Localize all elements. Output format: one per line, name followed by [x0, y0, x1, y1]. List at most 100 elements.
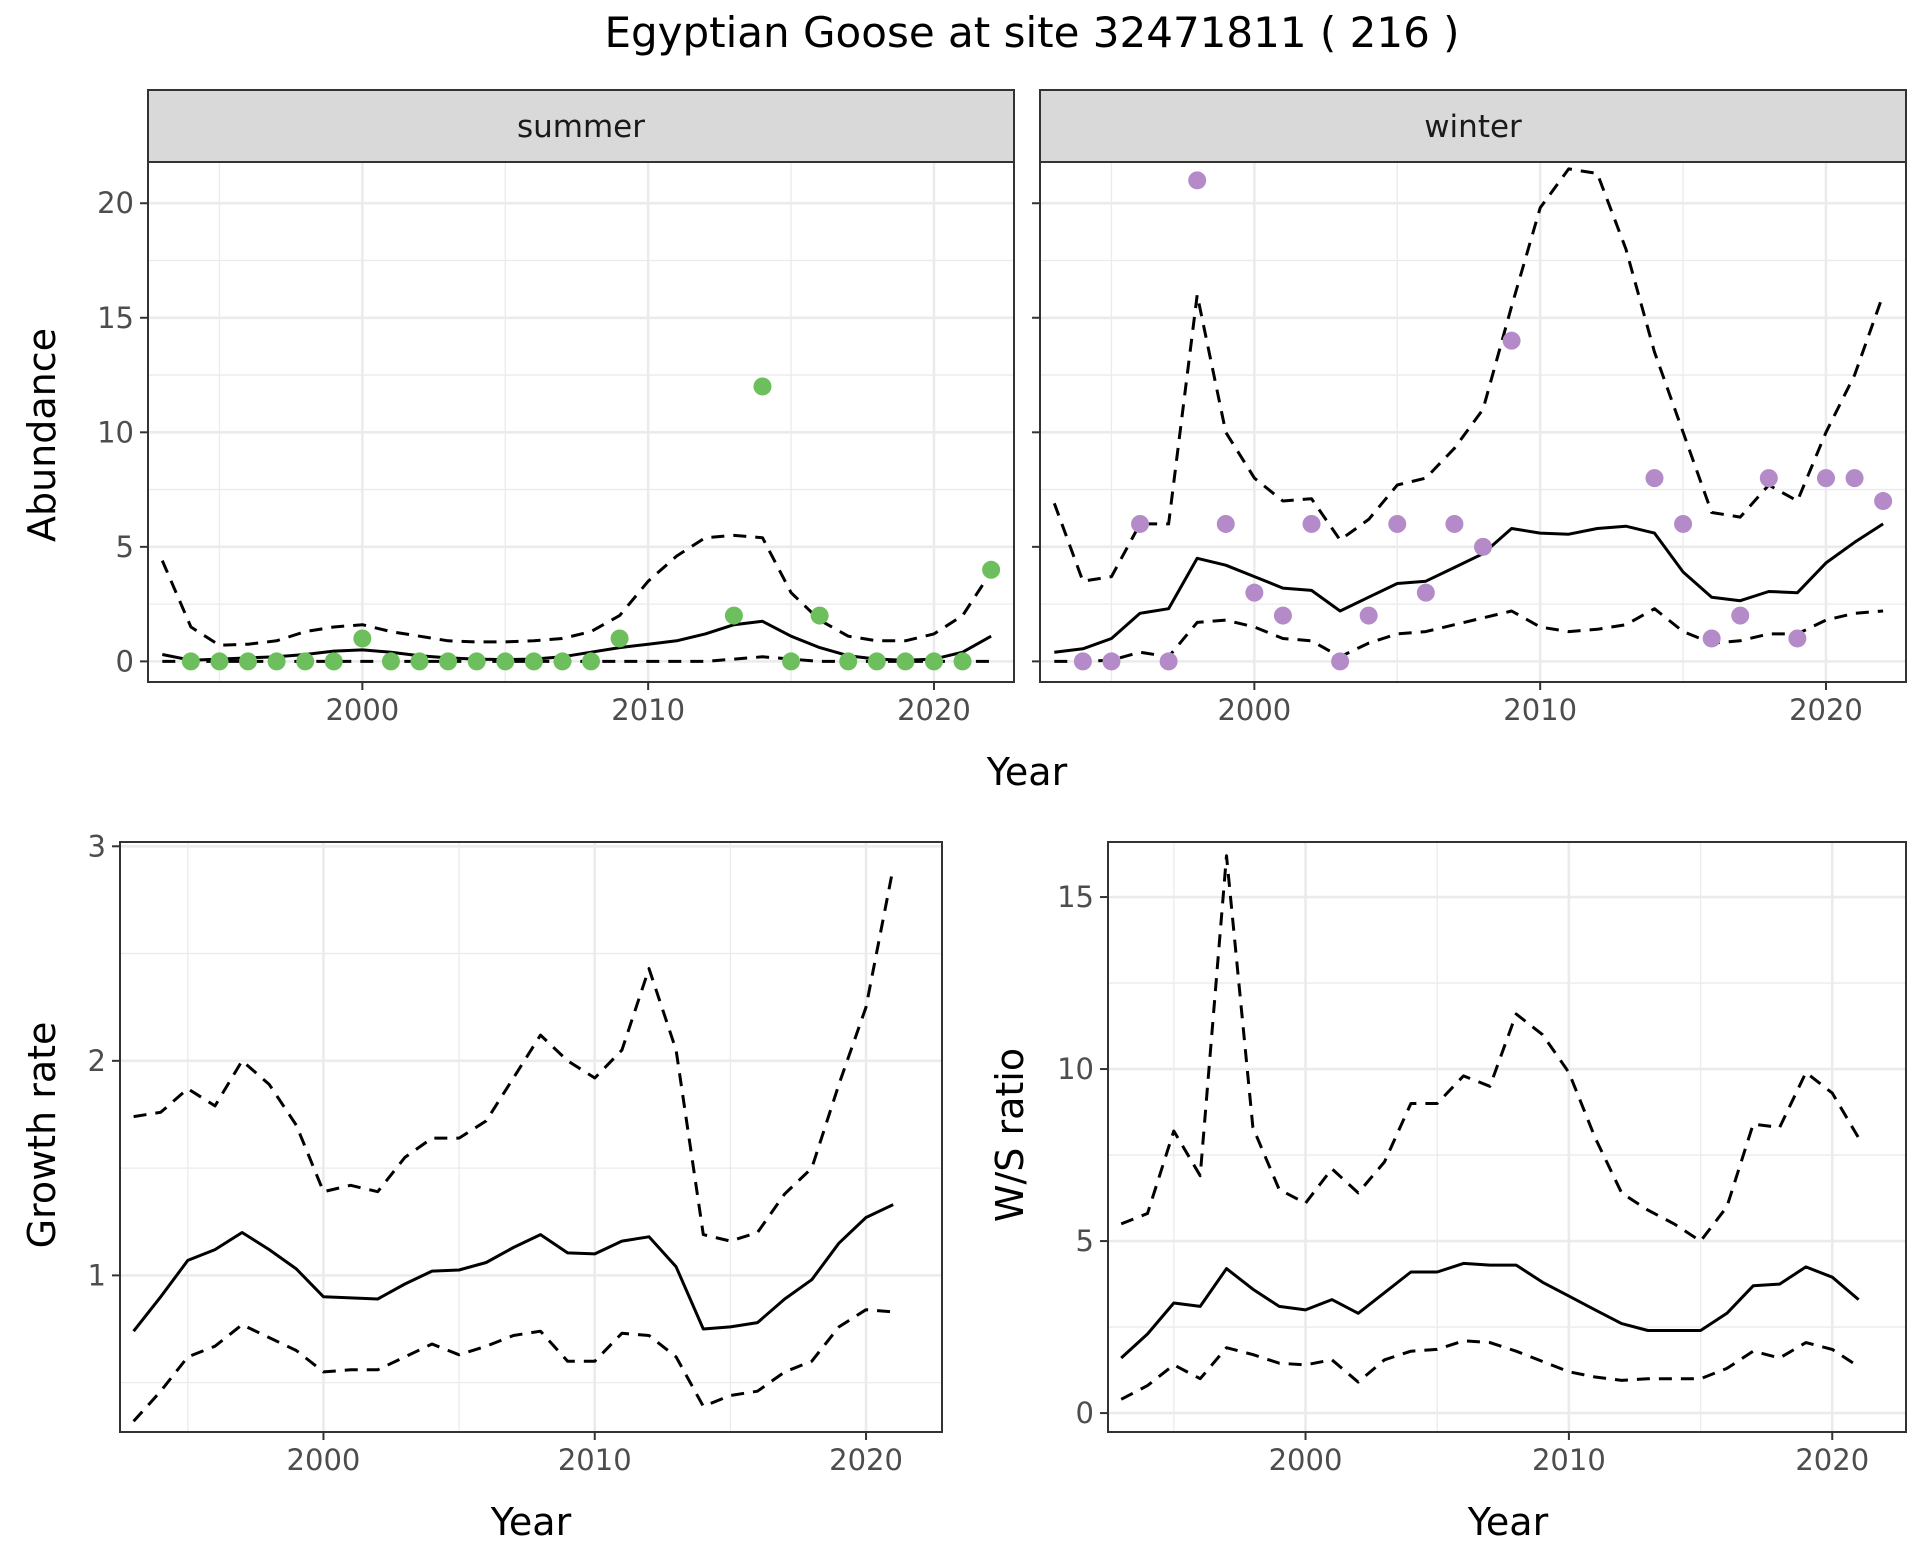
y-tick-label: 0: [1076, 1396, 1094, 1430]
x-tick-label: 2010: [1532, 1443, 1606, 1477]
observed-count-point: [1874, 492, 1893, 511]
observed-count-point: [239, 652, 258, 671]
y-tick-label: 20: [97, 186, 134, 220]
observed-count-point: [867, 652, 886, 671]
confidence-bound-line: [1120, 854, 1860, 1243]
panel-background: [120, 842, 942, 1432]
x-tick-label: 2020: [829, 1443, 903, 1477]
figure-title: Egyptian Goose at site 32471811 ( 216 ): [604, 8, 1459, 57]
observed-count-point: [1073, 652, 1092, 671]
observed-count-point: [467, 652, 486, 671]
y-tick-label: 10: [97, 415, 134, 449]
observed-count-point: [1388, 514, 1407, 533]
panel-border: [1039, 161, 1907, 683]
fitted-trend-line: [1054, 522, 1884, 654]
panel-background: [148, 162, 1014, 682]
x-tick-label: 2000: [325, 693, 399, 727]
observed-count-point: [1216, 514, 1235, 533]
observed-count-point: [610, 629, 629, 648]
confidence-bound-line: [132, 1308, 894, 1423]
y-tick-label: 10: [1057, 1052, 1094, 1086]
y-tick-label: 5: [1076, 1224, 1094, 1258]
observed-count-point: [1416, 583, 1435, 602]
observed-count-point: [553, 652, 572, 671]
y-tick-label: 1: [88, 1258, 106, 1292]
observed-count-point: [353, 629, 372, 648]
x-tick-label: 2000: [1269, 1443, 1343, 1477]
panel-background: [1108, 842, 1906, 1432]
growth-y-axis-title: Growth rate: [20, 1022, 64, 1249]
observed-count-point: [410, 652, 429, 671]
confidence-bound-line: [1120, 1339, 1860, 1401]
observed-count-point: [1645, 469, 1664, 488]
observed-count-point: [1302, 514, 1321, 533]
facet-strip-label: winter: [1424, 109, 1522, 145]
top-y-axis-title: Abundance: [20, 328, 64, 542]
x-tick-label: 2010: [611, 693, 685, 727]
y-tick-label: 0: [116, 644, 134, 678]
observed-count-point: [1131, 514, 1150, 533]
observed-count-point: [1816, 469, 1835, 488]
observed-count-point: [1731, 606, 1750, 625]
observed-count-point: [896, 652, 915, 671]
observed-count-point: [324, 652, 343, 671]
ratio-y-axis-title: W/S ratio: [988, 1048, 1032, 1222]
observed-count-point: [1273, 606, 1292, 625]
observed-count-point: [1331, 652, 1350, 671]
ratio-x-axis-title: Year: [1467, 1500, 1549, 1544]
observed-count-point: [381, 652, 400, 671]
fitted-trend-line: [132, 1203, 894, 1333]
observed-count-point: [753, 377, 772, 396]
x-tick-label: 2010: [1503, 693, 1577, 727]
top-x-axis-title: Year: [986, 750, 1068, 794]
observed-count-point: [724, 606, 743, 625]
observed-count-point: [1102, 652, 1121, 671]
facet-strip: [147, 89, 1015, 163]
summer-abundance-panel: summer 2000 2010 2020 0 5 10 15 20: [97, 89, 1015, 727]
growth-x-axis-title: Year: [490, 1500, 572, 1544]
observed-count-point: [1159, 652, 1178, 671]
observed-count-point: [181, 652, 200, 671]
observed-count-point: [496, 652, 515, 671]
panel-border: [147, 161, 1015, 683]
observed-count-point: [582, 652, 601, 671]
x-tick-label: 2020: [1789, 693, 1863, 727]
x-tick-label: 2020: [897, 693, 971, 727]
observed-count-point: [1788, 629, 1807, 648]
confidence-bound-line: [1054, 607, 1884, 663]
panel-border: [1107, 841, 1907, 1433]
observed-count-point: [439, 652, 458, 671]
observed-count-point: [1474, 537, 1493, 556]
observed-count-point: [1702, 629, 1721, 648]
observed-count-point: [1845, 469, 1864, 488]
x-tick-label: 2000: [1217, 693, 1291, 727]
observed-count-point: [924, 652, 943, 671]
x-tick-label: 2020: [1795, 1443, 1869, 1477]
facet-strip-label: summer: [517, 109, 645, 145]
winter-abundance-panel: winter 2000 2010 2020: [1032, 89, 1907, 727]
panel-border: [119, 841, 943, 1433]
facet-strip: [1039, 89, 1907, 163]
x-tick-label: 2010: [558, 1443, 632, 1477]
observed-count-point: [296, 652, 315, 671]
confidence-bound-line: [160, 533, 993, 647]
growth-rate-panel: 2000 2010 2020 1 2 3: [88, 829, 943, 1477]
observed-count-point: [982, 560, 1001, 579]
observed-count-point: [1674, 514, 1693, 533]
x-tick-label: 2000: [287, 1443, 361, 1477]
y-tick-label: 3: [88, 829, 106, 863]
observed-count-point: [210, 652, 229, 671]
observed-count-point: [810, 606, 829, 625]
y-tick-label: 5: [116, 530, 134, 564]
observed-count-point: [1245, 583, 1264, 602]
observed-count-point: [782, 652, 801, 671]
observed-count-point: [839, 652, 858, 671]
ws-ratio-panel: 2000 2010 2020 0 5 10 15: [1057, 841, 1907, 1477]
y-tick-label: 2: [88, 1044, 106, 1078]
observed-count-point: [524, 652, 543, 671]
observed-count-point: [953, 652, 972, 671]
y-tick-label: 15: [1057, 880, 1094, 914]
observed-count-point: [1359, 606, 1378, 625]
observed-count-point: [267, 652, 286, 671]
